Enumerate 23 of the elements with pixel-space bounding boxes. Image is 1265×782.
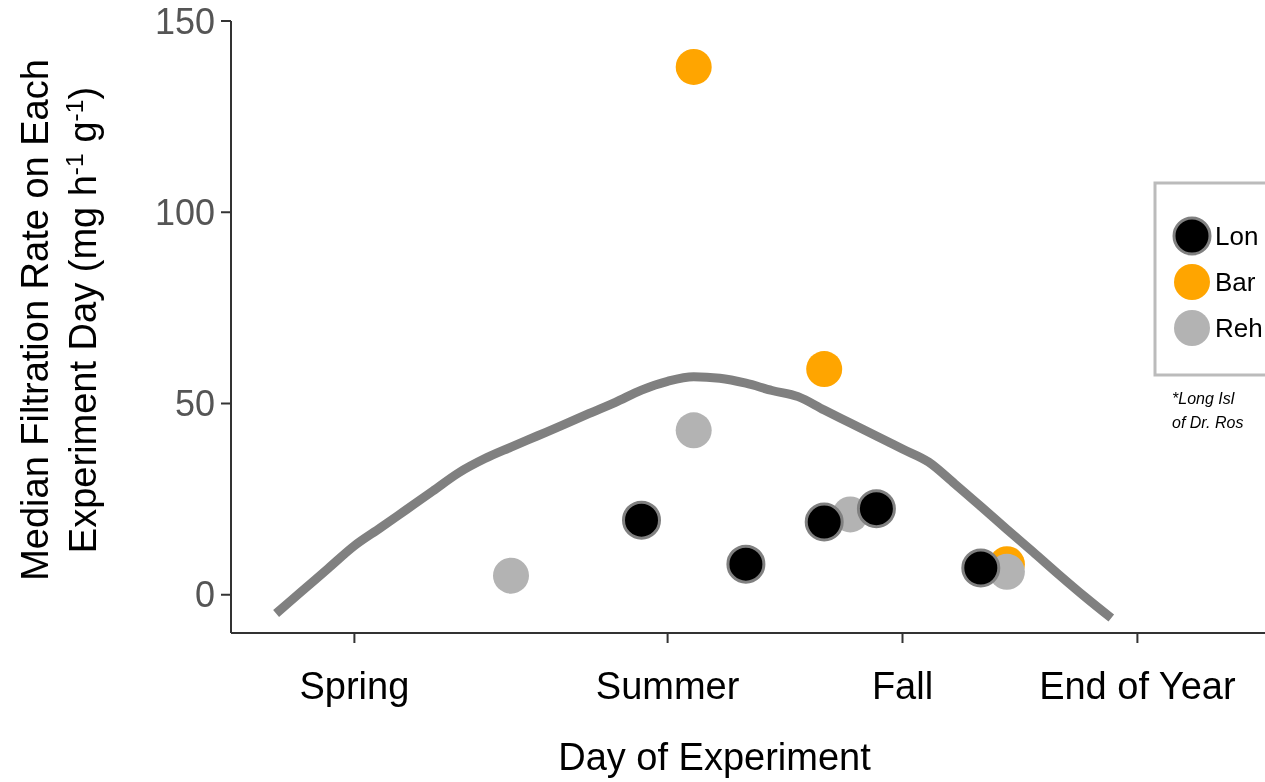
point [856,489,896,529]
point [493,557,529,594]
x-axis-title: Day of Experiment [558,736,872,778]
y-tick-label: 50 [174,383,215,425]
annotation: *Long Isl [1172,390,1235,407]
point [804,502,844,542]
point [806,351,843,388]
legend-label: Lon [1215,221,1259,252]
y-tick-label: 100 [154,191,215,233]
legend-label: Bar [1215,267,1256,298]
y-tick-label: 0 [194,574,215,616]
point [961,548,1001,588]
x-tick-label: Fall [871,665,934,707]
point [726,544,766,584]
x-tick-label: End of Year [1039,665,1236,707]
point [675,412,712,449]
point [675,48,712,85]
y-tick-label: 150 [154,0,215,42]
x-tick-label: Summer [595,665,740,707]
x-tick-label: Spring [299,665,410,707]
point [622,500,661,540]
annotation: of Dr. Ros [1172,414,1244,431]
legend-label: Reh [1215,313,1263,344]
